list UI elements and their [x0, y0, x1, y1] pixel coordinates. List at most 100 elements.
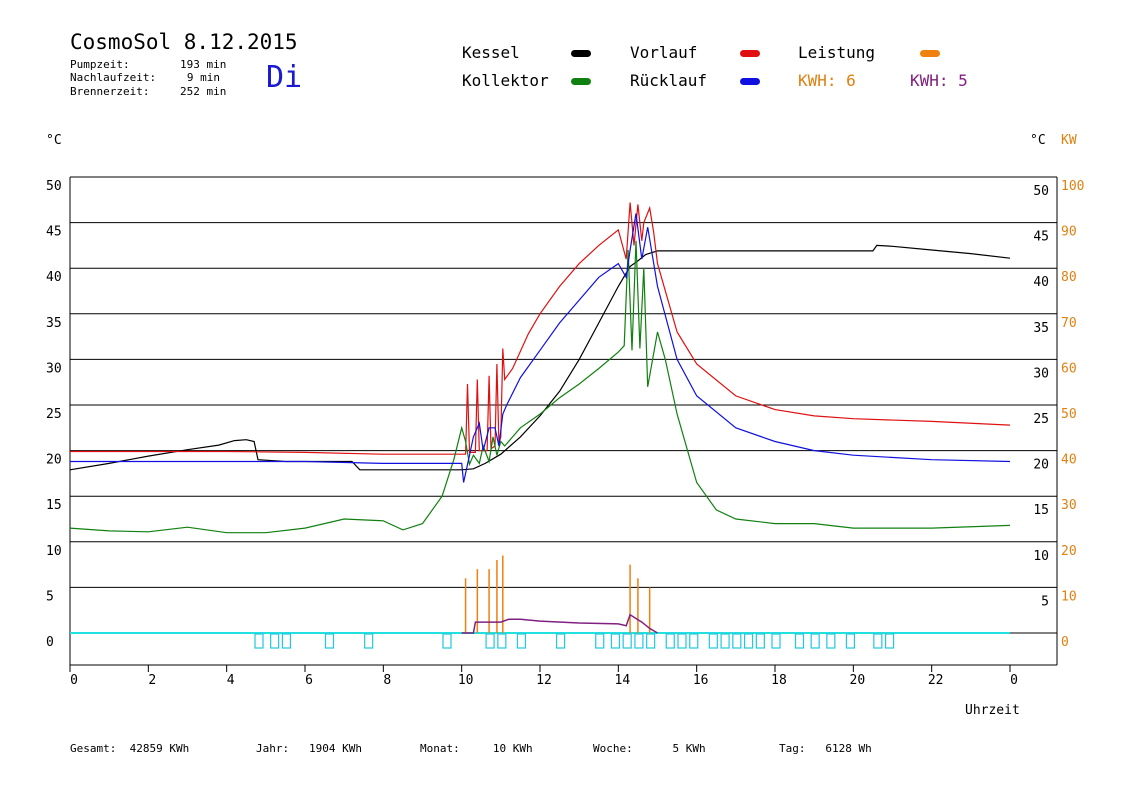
x-tick-label: 16: [693, 673, 709, 688]
legend-kessel-swatch: [571, 50, 591, 57]
y-tick-label-right: 50: [1033, 184, 1049, 199]
pump-block: [845, 633, 856, 649]
kw-tick-label: 80: [1061, 270, 1077, 285]
y-tick-label-left: 50: [46, 179, 62, 194]
chart-title: CosmoSol 8.12.2015: [70, 30, 298, 54]
pump-block: [708, 633, 718, 649]
pump-block: [622, 633, 632, 649]
legend-vorlauf-swatch: [740, 50, 760, 57]
x-tick-label: 2: [148, 673, 156, 688]
kw-tick-label: 50: [1061, 407, 1077, 422]
pump-block: [665, 633, 675, 649]
legend-leistung-swatch: [920, 50, 940, 57]
stat-value: 9 min: [186, 71, 220, 84]
y-tick-label-left: 45: [46, 225, 62, 240]
y-tick-label-right: 10: [1033, 549, 1049, 564]
legend-kessel-label: Kessel: [462, 43, 520, 62]
y-tick-label-left: 15: [46, 498, 62, 513]
footer-monat: Monat: 10 KWh: [420, 742, 533, 755]
x-tick-label: 0: [70, 673, 78, 688]
kw-tick-label: 100: [1061, 179, 1084, 194]
kw-tick-label: 90: [1061, 225, 1077, 240]
tick-labels: 0 2 4 6 8 10 12 14 16 18 20 22 0 0 5 10 15 20 25 30 35 40 45 50…: [46, 133, 1084, 718]
series-line-vorlauf: [70, 202, 1011, 455]
kw-tick-label: 60: [1061, 361, 1077, 376]
weekday-label: Di: [266, 60, 303, 95]
pump-block: [771, 633, 781, 649]
kwh-trace: [461, 613, 658, 634]
pump-block: [743, 633, 754, 649]
pump-block: [794, 633, 805, 649]
pump-block: [610, 633, 621, 649]
footer-jahr: Jahr: 1904 KWh: [256, 742, 362, 755]
stat-label: Pumpzeit:: [70, 58, 130, 71]
pump-block: [884, 633, 895, 649]
legend-kwh-orange: KWH: 6: [798, 71, 856, 90]
x-tick-label: 22: [928, 673, 944, 688]
legend-leistung-label: Leistung: [798, 43, 876, 62]
pump-block: [595, 633, 605, 649]
pump-block: [485, 633, 495, 649]
kw-tick-label: 0: [1061, 635, 1069, 650]
stat-nachlaufzeit: Nachlaufzeit: 9 min: [70, 71, 220, 84]
chart-grid: [70, 176, 1057, 634]
legend-vorlauf-label: Vorlauf: [630, 43, 698, 62]
footer-tag: Tag: 6128 Wh: [779, 742, 872, 755]
x-tick-label: 14: [615, 673, 631, 688]
y-tick-label-left: 35: [46, 316, 62, 331]
footer-woche: Woche: 5 KWh: [593, 742, 706, 755]
pump-block: [270, 633, 280, 649]
x-tick-label: 18: [771, 673, 787, 688]
pump-block: [364, 633, 374, 649]
x-tick-label: 4: [227, 673, 235, 688]
y-axis-label-right: °C: [1030, 133, 1046, 148]
kw-axis-label: KW: [1061, 133, 1077, 148]
pump-block: [677, 633, 687, 649]
series-lines: [69, 202, 1011, 534]
y-axis-label-left: °C: [46, 133, 62, 148]
y-tick-label-right: 25: [1033, 412, 1049, 427]
legend-kollektor-label: Kollektor: [462, 71, 549, 90]
y-tick-label-right: 30: [1033, 366, 1049, 381]
x-tick-label: 8: [383, 673, 391, 688]
pump-block: [555, 633, 566, 649]
legend-kollektor-swatch: [571, 78, 591, 85]
footer-gesamt: Gesamt: 42859 KWh: [70, 742, 190, 755]
kw-tick-label: 30: [1061, 498, 1077, 513]
y-tick-label-left: 20: [46, 453, 62, 468]
pump-blocks: [70, 632, 1010, 649]
x-tick-label: 12: [536, 673, 552, 688]
kw-tick-label: 70: [1061, 316, 1077, 331]
y-tick-label-right: 35: [1033, 321, 1049, 336]
x-tick-label: 0: [1010, 673, 1018, 688]
series-line-kollektor: [69, 240, 1011, 534]
pump-block: [689, 633, 699, 649]
legend-ruecklauf-label: Rücklauf: [630, 71, 708, 90]
y-tick-label-left: 10: [46, 544, 62, 559]
series-line-rücklauf: [70, 213, 1011, 483]
pump-block: [720, 633, 730, 649]
pump-block: [516, 633, 527, 649]
stat-label: Brennerzeit:: [70, 85, 150, 98]
pump-block: [873, 633, 883, 649]
x-tick-label: 10: [458, 673, 474, 688]
x-tick-label: 6: [305, 673, 313, 688]
y-tick-label-right: 5: [1041, 594, 1049, 609]
pump-block: [254, 633, 264, 649]
y-tick-label-left: 0: [46, 635, 54, 650]
chart-axes: [69, 177, 1058, 672]
x-axis-label: Uhrzeit: [965, 703, 1020, 718]
kw-tick-label: 20: [1061, 544, 1077, 559]
pump-block: [646, 633, 656, 649]
pump-block: [826, 633, 836, 649]
legend-kwh-purple: KWH: 5: [910, 71, 968, 90]
y-tick-label-right: 40: [1033, 275, 1049, 290]
kw-tick-label: 10: [1061, 589, 1077, 604]
pump-block: [442, 633, 452, 649]
y-tick-label-right: 45: [1033, 230, 1049, 245]
kw-tick-label: 40: [1061, 453, 1077, 468]
leistung-bars: [461, 555, 658, 634]
pump-block: [810, 633, 820, 649]
stat-label: Nachlaufzeit:: [70, 71, 157, 84]
